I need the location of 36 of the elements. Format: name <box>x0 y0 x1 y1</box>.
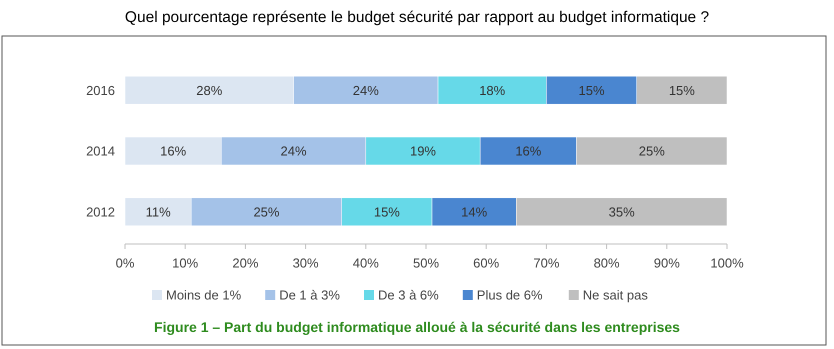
y-tick-label: 2016 <box>86 82 115 98</box>
caption: Figure 1 – Part du budget informatique alloué à la sécurité dans les entreprises <box>154 318 680 335</box>
data-label: 24% <box>280 144 308 159</box>
data-label: 16% <box>160 144 187 159</box>
legend-label: De 1 à 3% <box>279 288 340 303</box>
data-label: 19% <box>410 144 436 159</box>
legend-label: De 3 à 6% <box>378 288 440 303</box>
x-tick-label: 0% <box>116 256 135 271</box>
data-label: 28% <box>196 82 223 98</box>
x-tick-label: 60% <box>473 256 500 271</box>
y-tick-label: 2012 <box>86 204 115 220</box>
data-label: 11% <box>146 204 172 220</box>
legend-label: Moins de 1% <box>166 288 242 303</box>
data-label: 15% <box>578 82 605 98</box>
x-tick-label: 100% <box>710 256 744 271</box>
data-label: 16% <box>515 144 542 159</box>
y-tick-label: 2014 <box>86 144 115 159</box>
data-label: 25% <box>638 144 666 159</box>
legend-label: Ne sait pas <box>582 288 648 303</box>
chart-title: Quel pourcentage représente le budget sécurité par rapport au budget informatique ? <box>124 9 710 26</box>
data-label: 18% <box>479 82 506 98</box>
x-tick-label: 30% <box>292 256 320 271</box>
x-tick-label: 20% <box>232 256 259 271</box>
x-tick-label: 50% <box>412 256 440 271</box>
data-label: 24% <box>352 82 380 98</box>
data-label: 15% <box>668 82 696 98</box>
data-label: 35% <box>608 204 636 220</box>
x-tick-label: 90% <box>654 256 680 271</box>
x-tick-label: 70% <box>533 256 560 271</box>
data-label: 15% <box>374 204 400 220</box>
x-tick-label: 10% <box>172 256 199 271</box>
data-label: 14% <box>461 204 488 220</box>
x-tick-label: 80% <box>594 256 620 271</box>
x-tick-label: 40% <box>352 256 380 271</box>
legend-label: Plus de 6% <box>476 288 544 303</box>
data-label: 25% <box>253 204 280 220</box>
